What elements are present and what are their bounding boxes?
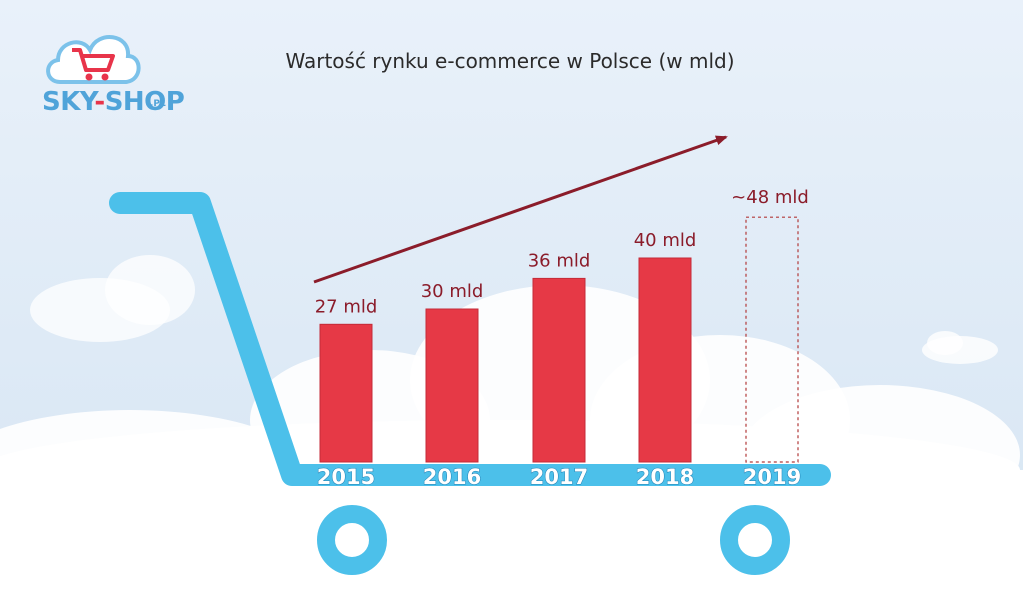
value-label-2016: 30 mld <box>421 281 484 302</box>
year-label-2017: 2017 <box>530 465 588 489</box>
year-label-2018: 2018 <box>636 465 694 489</box>
year-label-2015: 2015 <box>317 465 375 489</box>
sky-shop-logo: SKY-SHOP .PL <box>42 35 185 117</box>
value-label-2019: ~48 mld <box>731 187 809 208</box>
bar-2017 <box>532 277 586 463</box>
shopping-cart-graphic <box>109 192 831 575</box>
value-label-2015: 27 mld <box>315 296 378 317</box>
logo-text-shop: SHOP <box>105 87 185 117</box>
bar-2016 <box>425 308 479 463</box>
trend-arrow <box>313 135 728 284</box>
value-label-2018: 40 mld <box>634 230 697 251</box>
year-label-2016: 2016 <box>423 465 481 489</box>
year-labels-layer: 2015 2016 2017 2018 2019 <box>316 465 801 490</box>
logo-text-dash: - <box>94 87 104 117</box>
logo-text: SKY-SHOP <box>42 87 184 117</box>
bar-2018 <box>638 257 692 463</box>
bar-2019-projected <box>745 216 799 463</box>
cart-wheel-left <box>317 505 387 575</box>
cart-frame <box>109 192 831 486</box>
year-label-2019: 2019 <box>743 465 801 489</box>
bars-layer <box>319 216 799 463</box>
value-label-2017: 36 mld <box>528 250 591 271</box>
cloud-cart-icon <box>46 35 141 84</box>
cart-wheel-right <box>720 505 790 575</box>
chart-title: Wartość rynku e-commerce w Polsce (w mld… <box>285 49 734 73</box>
value-labels-layer: 27 mld 30 mld 36 mld 40 mld ~48 mld <box>315 187 809 317</box>
logo-text-suffix: .PL <box>150 99 166 109</box>
logo-text-sky: SKY <box>42 87 100 117</box>
bar-2015 <box>319 323 373 463</box>
